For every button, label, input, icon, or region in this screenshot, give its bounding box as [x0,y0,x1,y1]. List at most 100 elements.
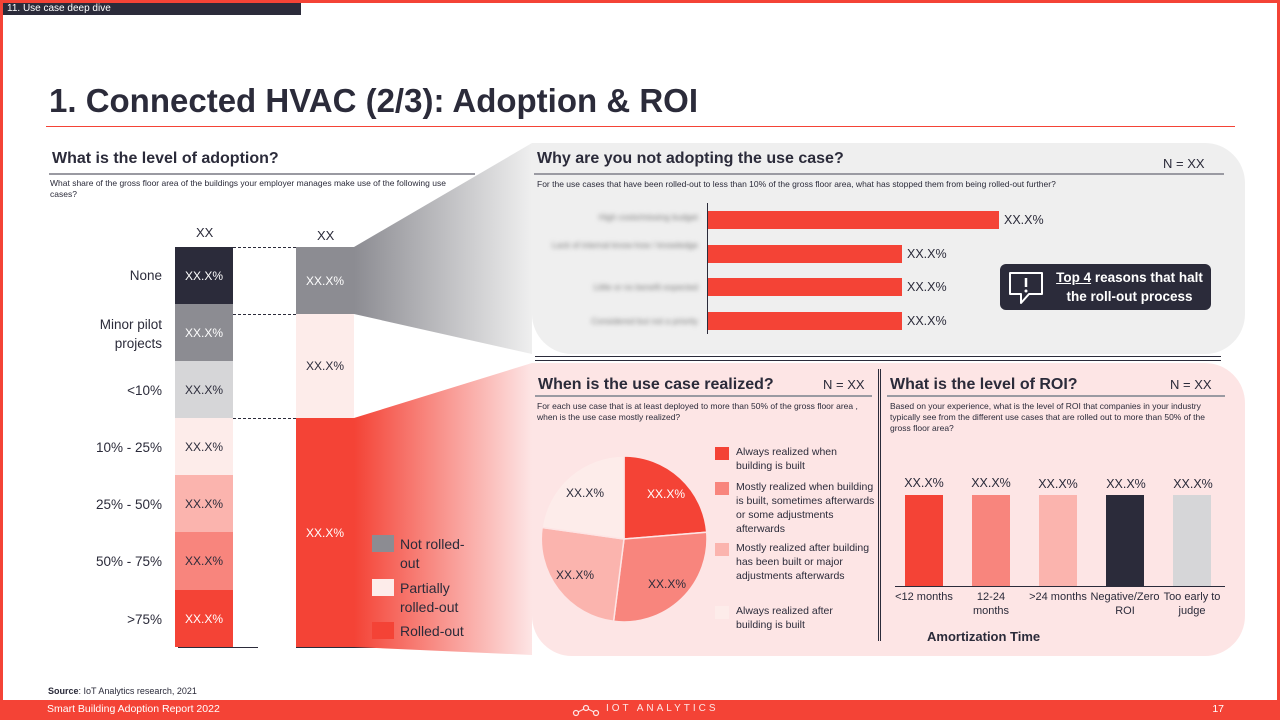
funnel-red [354,363,532,655]
funnel-graphics [354,143,532,655]
connector-dash [233,418,296,419]
not-adopting-question: Why are you not adopting the use case? [537,150,844,167]
adoption-col2-head: XX [317,228,335,243]
adoption-rule [49,173,475,175]
section-divider [535,360,1221,361]
roi-category: Negative/Zero ROI [1090,591,1160,617]
connector-dash [233,314,296,315]
reason-label: Little or no benefit expected [593,282,698,292]
roi-value: XX.X% [1173,477,1213,491]
reason-bar [708,278,902,296]
row-label-50-75: 50% - 75% [95,554,162,569]
realized-question: When is the use case realized? [538,376,774,393]
adoption-seg-25-50: XX.X% [175,475,233,532]
pie-legend-label: Mostly realized after building has been … [736,542,870,582]
funnel-grey [354,143,532,354]
roi-question: What is the level of ROI? [890,376,1078,393]
page-number: 17 [1212,703,1224,715]
adoption-seg-gt75: XX.X% [175,590,233,647]
legend-swatch-partially [372,579,394,596]
adoption-question: What is the level of adoption? [52,150,279,167]
adoption-seg-none: XX.X% [175,247,233,304]
roi-category: <12 months [895,591,953,603]
pie-legend-swatch [715,543,729,556]
source-note: Source: IoT Analytics research, 2021 [48,686,197,696]
roi-axis-title: Amortization Time [927,629,1041,644]
pie-legend-label: Always realized after building is built [736,605,833,631]
pie-legend-swatch [715,606,729,619]
adoption-col1-head: XX [196,225,214,240]
legend-label-partially: Partially rolled-out [400,580,459,615]
roi-category: 12-24 months [972,591,1010,617]
roi-bar [1173,495,1211,586]
row-label-gt75: >75% [127,612,162,627]
realized-rule [535,395,872,397]
roi-axis [895,586,1225,587]
not-adopting-subtitle: For the use cases that have been rolled-… [537,179,1056,189]
callout-box [1000,264,1211,310]
adoption-seg-10-25: XX.X% [175,418,233,475]
legend-swatch-not-rolled-out [372,535,394,552]
reason-label: High costs/missing budget [598,212,698,222]
realized-subtitle: For each use case that is at least deplo… [537,401,858,422]
adoption-seg-not-rolled-out: XX.X% [296,247,354,314]
footer-logo-text: IOT ANALYTICS [606,703,719,714]
reason-value: XX.X% [907,314,947,328]
realized-n: N = XX [823,377,865,392]
adoption-baseline-2 [296,647,376,648]
page-title: 1. Connected HVAC (2/3): Adoption & ROI [49,82,698,119]
iot-logo-icon [572,704,600,717]
pie-value: XX.X% [648,577,687,591]
callout-rest: reasons that halt the roll-out process [1066,270,1203,304]
pie-legend-swatch [715,482,729,495]
pie-slice-always-when-built [623,455,708,540]
reasons-axis [707,203,708,334]
row-label-none: None [129,268,162,283]
roi-value: XX.X% [1038,477,1078,491]
roi-n: N = XX [1170,377,1212,392]
adoption-seg-partially-rolled-out: XX.X% [296,314,354,418]
reason-value: XX.X% [1004,213,1044,227]
roi-rule [887,395,1225,397]
callout-highlight: Top 4 [1056,270,1092,285]
not-adopting-n: N = XX [1163,156,1205,171]
reason-label: Lack of internal know-how / knowledge [552,240,698,250]
pie-slice-mostly-after [540,526,625,623]
roi-category: >24 months [1029,591,1087,603]
roi-bar [972,495,1010,586]
realized-pie-chart [540,455,708,623]
callout-text: Top 4 reasons that halt the roll-out pro… [1048,268,1211,306]
adoption-seg-rolled-out: XX.X% [296,418,354,647]
adoption-subtitle: What share of the gross floor area of th… [50,178,446,199]
legend-swatch-rolled-out [372,622,394,639]
reason-bar [708,245,902,263]
reason-value: XX.X% [907,247,947,261]
pie-slice-mostly-when-built [612,531,708,623]
pie-slice-always-after [541,455,625,540]
roi-subtitle: Based on your experience, what is the le… [890,401,1205,433]
title-divider [46,126,1235,127]
footer-bar: Smart Building Adoption Report 2022 IOT … [0,700,1280,720]
row-label-lt10: <10% [127,383,162,398]
row-label-10-25: 10% - 25% [95,440,162,455]
row-label-minor-pilot: Minor pilot projects [99,317,162,351]
connector-dash [233,247,296,248]
reason-bar [708,312,902,330]
section-divider [535,356,1221,357]
pie-value: XX.X% [647,487,686,501]
roi-bar [1039,495,1077,586]
roi-bar [1106,495,1144,586]
realized-roi-divider [878,369,881,641]
adoption-seg-minor-pilot: XX.X% [175,304,233,361]
pie-value: XX.X% [566,486,605,500]
reason-bar [708,211,999,229]
footer-report-name: Smart Building Adoption Report 2022 [47,703,220,715]
source-label: Source [48,686,79,696]
reason-value: XX.X% [907,280,947,294]
pie-value: XX.X% [556,568,595,582]
not-adopting-rule [534,173,1224,175]
adoption-baseline-1 [178,647,258,648]
pie-legend-label: Mostly realized when building is built, … [736,481,875,535]
roi-bar [905,495,943,586]
roi-value: XX.X% [971,476,1011,490]
